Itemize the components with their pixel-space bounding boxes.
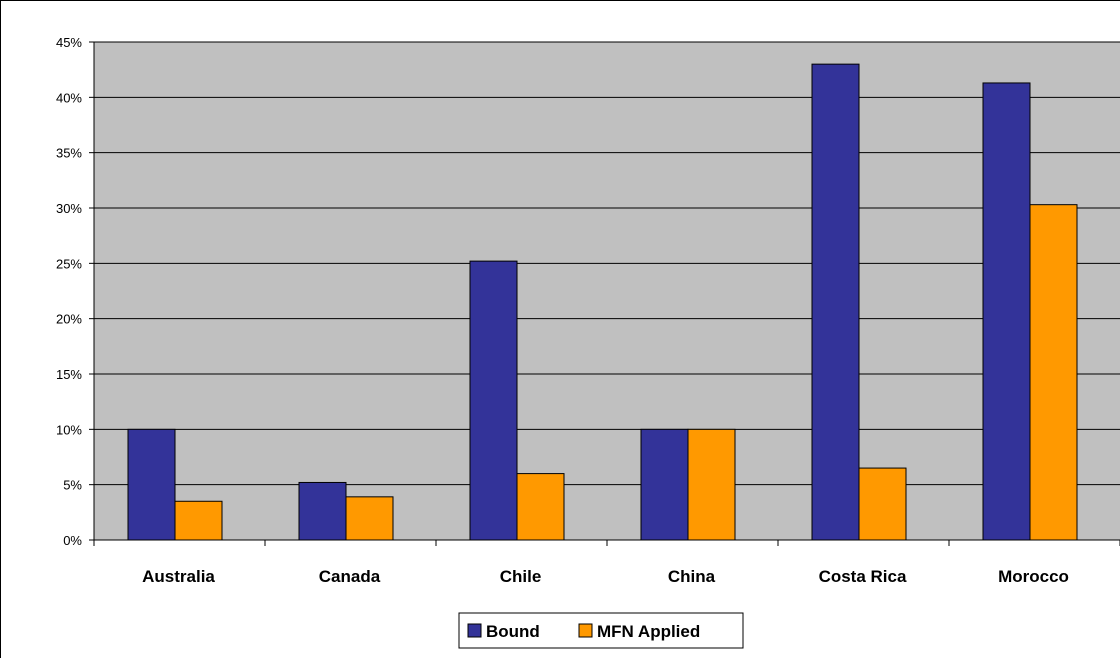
y-tick-label: 15% <box>56 367 82 382</box>
y-tick-label: 0% <box>63 533 82 548</box>
bar-bound-australia <box>128 429 175 540</box>
legend-label-bound: Bound <box>486 622 540 641</box>
y-tick-label: 5% <box>63 478 82 493</box>
bar-bound-morocco <box>983 83 1030 540</box>
bar-mfn-applied-morocco <box>1030 205 1077 540</box>
y-tick-label: 35% <box>56 146 82 161</box>
y-tick-label: 40% <box>56 90 82 105</box>
legend-swatch-mfn-applied <box>579 624 592 637</box>
y-tick-label: 25% <box>56 256 82 271</box>
bar-mfn-applied-chile <box>517 474 564 540</box>
x-tick-label: Costa Rica <box>819 567 907 586</box>
y-tick-label: 20% <box>56 312 82 327</box>
legend-swatch-bound <box>468 624 481 637</box>
bar-mfn-applied-costa-rica <box>859 468 906 540</box>
bar-bound-canada <box>299 482 346 540</box>
bar-bound-costa-rica <box>812 64 859 540</box>
legend-label-mfn-applied: MFN Applied <box>597 622 700 641</box>
plot-area <box>94 42 1120 540</box>
legend: Bound MFN Applied <box>459 613 743 648</box>
bar-mfn-applied-china <box>688 429 735 540</box>
bar-mfn-applied-australia <box>175 501 222 540</box>
y-tick-label: 45% <box>56 35 82 50</box>
x-tick-label: Canada <box>319 567 381 586</box>
bar-bound-china <box>641 429 688 540</box>
y-tick-label: 10% <box>56 422 82 437</box>
bar-bound-chile <box>470 261 517 540</box>
x-tick-label: China <box>668 567 716 586</box>
y-tick-label: 30% <box>56 201 82 216</box>
x-tick-label: Australia <box>142 567 215 586</box>
x-tick-label: Chile <box>500 567 542 586</box>
bar-mfn-applied-canada <box>346 497 393 540</box>
x-tick-label: Morocco <box>998 567 1069 586</box>
